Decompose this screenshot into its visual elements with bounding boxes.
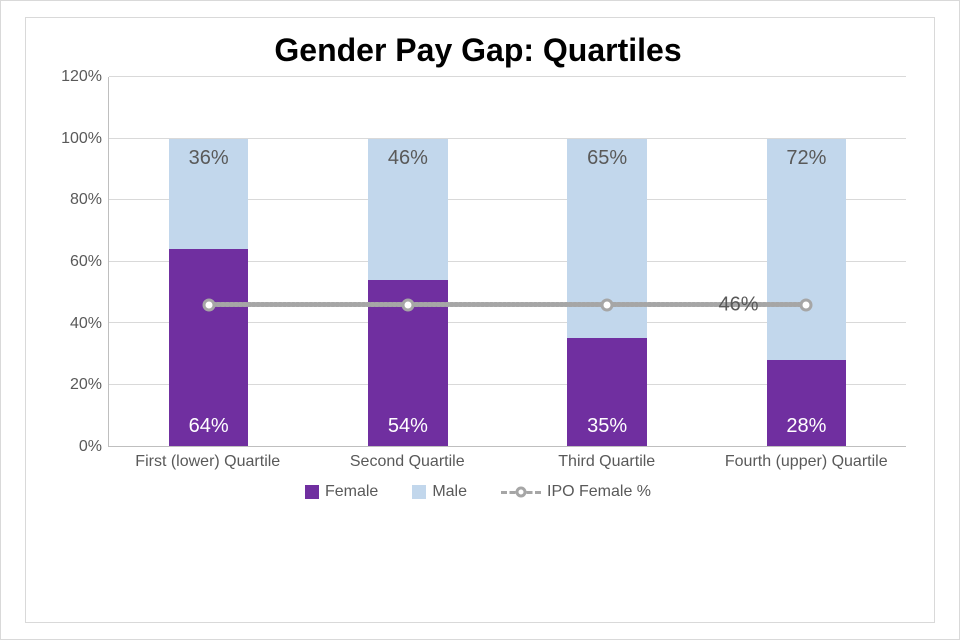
- bar: 35% 65%: [567, 139, 647, 447]
- legend-label: IPO Female %: [547, 483, 651, 501]
- trend-marker: [202, 298, 215, 311]
- x-tick-label: Third Quartile: [507, 453, 707, 471]
- bar: 28% 72%: [767, 139, 847, 447]
- x-axis-labels: First (lower) QuartileSecond QuartileThi…: [108, 447, 906, 477]
- x-tick-label: Fourth (upper) Quartile: [707, 453, 907, 471]
- gridline: [109, 76, 906, 77]
- legend-label: Male: [432, 483, 467, 501]
- y-tick-label: 100%: [61, 130, 102, 148]
- bar-segment-male: 36%: [169, 139, 249, 250]
- bar-segment-male: 46%: [368, 139, 448, 280]
- plot-area-wrap: 0%20%40%60%80%100%120% 64%36%54%46%35%65…: [50, 77, 906, 447]
- y-tick-label: 0%: [79, 438, 102, 456]
- y-tick-label: 80%: [70, 191, 102, 209]
- legend-item-male: Male: [412, 483, 467, 501]
- legend-label: Female: [325, 483, 378, 501]
- x-tick-label: Second Quartile: [308, 453, 508, 471]
- legend-swatch: [305, 485, 319, 499]
- y-axis: 0%20%40%60%80%100%120%: [50, 77, 108, 447]
- plot-area: 64% 36% 54% 46% 35% 65% 28% 72% 46%: [108, 77, 906, 447]
- trend-marker: [601, 298, 614, 311]
- bar-value-female: 64%: [169, 415, 249, 438]
- bar-value-male: 65%: [567, 147, 647, 170]
- bar-segment-female: 64%: [169, 249, 249, 446]
- chart-title: Gender Pay Gap: Quartiles: [50, 32, 906, 69]
- x-tick-label: First (lower) Quartile: [108, 453, 308, 471]
- bar-value-female: 28%: [767, 415, 847, 438]
- bar-segment-male: 72%: [767, 139, 847, 360]
- bar-value-male: 72%: [767, 147, 847, 170]
- bar-segment-female: 35%: [567, 338, 647, 446]
- bar: 64% 36%: [169, 139, 249, 447]
- bar-segment-female: 28%: [767, 360, 847, 446]
- bar-value-female: 54%: [368, 415, 448, 438]
- bar-value-male: 36%: [169, 147, 249, 170]
- legend: Female Male IPO Female %: [50, 483, 906, 501]
- outer-frame: Gender Pay Gap: Quartiles 0% 20% 40% 60% 80%…: [0, 0, 960, 640]
- trend-value-label: 46%: [719, 293, 759, 316]
- chart-panel: Gender Pay Gap: Quartiles 0% 20% 40% 60% 80%…: [25, 17, 935, 623]
- trend-marker: [401, 298, 414, 311]
- y-tick-label: 60%: [70, 253, 102, 271]
- legend-item-female: Female: [305, 483, 378, 501]
- y-tick-label: 20%: [70, 376, 102, 394]
- legend-line-icon: [501, 485, 541, 499]
- trend-marker: [800, 298, 813, 311]
- y-tick-label: 120%: [61, 68, 102, 86]
- bar-value-male: 46%: [368, 147, 448, 170]
- legend-item-line: IPO Female %: [501, 483, 651, 501]
- bar-value-female: 35%: [567, 415, 647, 438]
- bar: 54% 46%: [368, 139, 448, 447]
- y-tick-label: 40%: [70, 315, 102, 333]
- legend-swatch: [412, 485, 426, 499]
